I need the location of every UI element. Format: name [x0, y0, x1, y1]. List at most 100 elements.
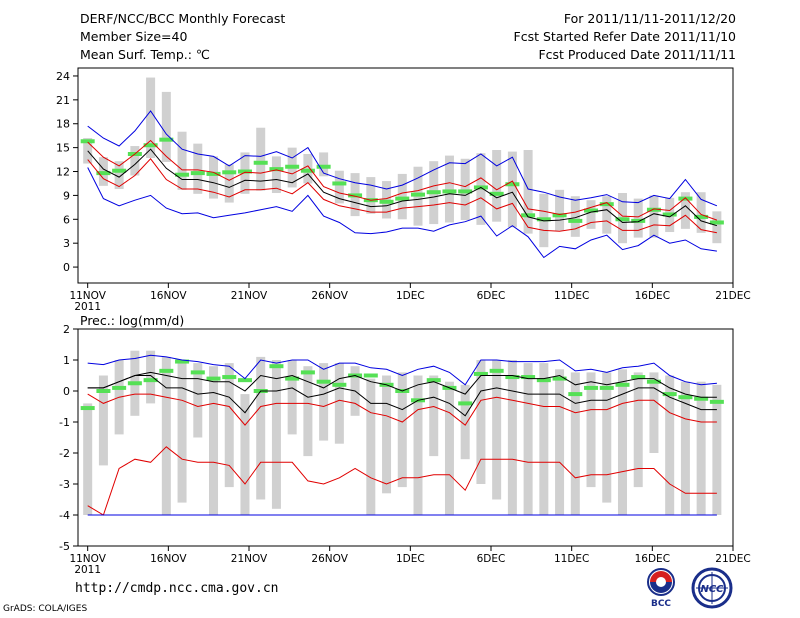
precipitation-ytick-label: 1: [63, 354, 70, 367]
precipitation-obs-mark: [332, 382, 347, 387]
precipitation-obs-mark: [112, 385, 127, 390]
precipitation-spread-bar: [539, 363, 549, 515]
temperature-spread-bar: [444, 155, 454, 223]
precipitation-spread-bar: [334, 363, 344, 444]
temperature-spread-bar: [712, 211, 722, 244]
bcc-logo-text: BCC: [651, 599, 671, 609]
temperature-obs-mark: [379, 199, 394, 204]
temperature-obs-mark: [143, 143, 158, 148]
produced-date: Fcst Produced Date 2011/11/11: [538, 47, 736, 62]
temperature-spread-bar: [114, 161, 124, 190]
temperature-spread-bar: [507, 151, 517, 228]
temperature-ytick-label: 12: [56, 166, 70, 179]
temperature-obs-mark: [206, 171, 221, 176]
precipitation-xtick-label: 1DEC: [396, 553, 425, 565]
precipitation-spread-bar: [303, 366, 313, 457]
temperature-spread-bar: [130, 146, 140, 176]
temperature-obs-mark: [646, 207, 661, 212]
precipitation-spread-bar: [492, 360, 502, 500]
temperature-obs-mark: [395, 196, 410, 201]
temperature-spread-bar: [319, 152, 329, 177]
temperature-obs-mark: [411, 192, 426, 197]
precipitation-obs-mark: [159, 368, 174, 373]
precipitation-line-upper: [87, 371, 717, 398]
temperature-obs-mark: [316, 164, 331, 169]
precipitation-ytick-label: -2: [59, 447, 70, 460]
temperature-spread-bar: [209, 156, 219, 199]
precipitation-obs-mark: [646, 379, 661, 384]
temperature-line-min: [87, 167, 717, 259]
temperature-obs-mark: [521, 213, 536, 218]
temperature-spread-bar: [146, 77, 156, 158]
precipitation-spread-bar: [460, 384, 470, 460]
precipitation-spread-bar: [240, 394, 250, 515]
grads-credit: GrADS: COLA/IGES: [3, 604, 88, 614]
precipitation-xtick-label: 21NOV: [231, 553, 268, 565]
temperature-xtick-label: 6DEC: [477, 290, 506, 302]
precipitation-obs-mark: [143, 378, 158, 383]
precipitation-spread-bar: [413, 375, 423, 515]
temperature-spread-bar: [161, 91, 171, 162]
temperature-line-lower: [87, 158, 717, 234]
temperature-obs-mark: [489, 191, 504, 196]
temperature-spread-bar: [256, 127, 266, 191]
precipitation-obs-mark: [489, 368, 504, 373]
temperature-obs-mark: [584, 208, 599, 213]
precipitation-xtick-label: 21DEC: [715, 553, 750, 565]
precipitation-obs-mark: [206, 376, 221, 381]
temperature-ytick-label: 3: [63, 237, 70, 250]
precipitation-obs-mark: [521, 375, 536, 380]
temperature-obs-mark: [662, 212, 677, 217]
temperature-obs-mark: [568, 218, 583, 223]
precipitation-obs-mark: [694, 396, 709, 401]
precipitation-obs-mark: [96, 389, 111, 393]
precipitation-line-lower: [87, 393, 717, 426]
temperature-obs-mark: [332, 181, 347, 186]
precipitation-xtick-label: 26NOV: [311, 553, 348, 565]
variable-label: Mean Surf. Temp.: ℃: [80, 47, 210, 62]
precipitation-obs-mark: [458, 401, 473, 406]
precipitation-obs-mark: [190, 370, 205, 375]
temperature-obs-mark: [348, 193, 363, 198]
precipitation-xtick-label: 16DEC: [635, 553, 670, 565]
temperature-ytick-label: 15: [56, 142, 70, 155]
ncc-logo-text: NCC: [700, 584, 724, 595]
temperature-ytick-label: 24: [56, 70, 70, 83]
precipitation-spread-bar: [696, 381, 706, 515]
temperature-obs-mark: [159, 137, 174, 142]
temperature-ytick-label: 21: [56, 94, 70, 107]
precipitation-obs-mark: [300, 370, 315, 375]
precipitation-spread-bar: [523, 363, 533, 515]
temperature-line-max: [87, 110, 718, 207]
temperature-xtick-label: 26NOV: [311, 290, 348, 302]
temperature-spread-bar: [586, 200, 596, 229]
precipitation-ytick-label: -3: [59, 478, 70, 491]
precipitation-spread-bar: [366, 378, 376, 515]
precipitation-spread-bar: [570, 372, 580, 515]
precip-title: Prec.: log(mm/d): [80, 313, 184, 328]
precipitation-obs-mark: [615, 382, 630, 387]
temperature-spread-bar: [224, 164, 234, 203]
precipitation-obs-mark: [631, 375, 646, 380]
ncc-logo: NCC: [691, 567, 733, 609]
precipitation-obs-mark: [568, 392, 583, 397]
temperature-xtick-label: 21NOV: [231, 290, 268, 302]
precipitation-obs-mark: [80, 406, 95, 411]
precipitation-obs-mark: [662, 392, 677, 397]
temperature-obs-mark: [599, 202, 614, 207]
temperature-obs-mark: [536, 217, 551, 222]
temperature-obs-mark: [96, 171, 111, 176]
precipitation-spread-bar: [649, 372, 659, 453]
source-url[interactable]: http://cmdp.ncc.cma.gov.cn: [75, 581, 279, 596]
precipitation-xtick-label: 11NOV: [69, 553, 106, 565]
precipitation-xtick-year: 2011: [74, 564, 101, 576]
precipitation-spread-bar: [617, 369, 627, 515]
temperature-obs-mark: [269, 167, 284, 172]
precipitation-spread-bar: [429, 375, 439, 457]
precipitation-obs-mark: [127, 381, 142, 386]
temperature-spread-bar: [193, 143, 203, 194]
precipitation-spread-bar: [287, 360, 297, 435]
temperature-obs-mark: [426, 190, 441, 195]
precipitation-ytick-label: 2: [63, 323, 70, 336]
